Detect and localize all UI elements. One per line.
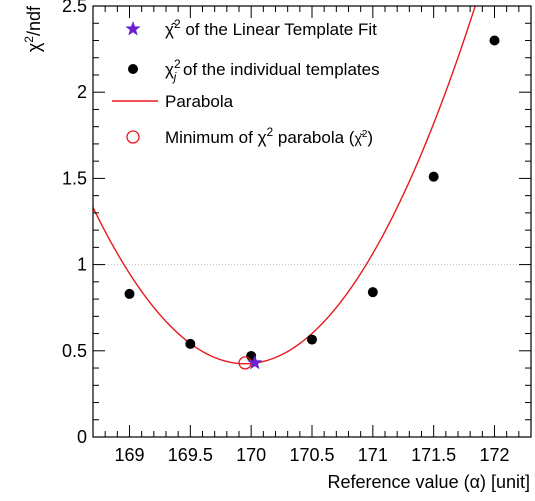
legend-entry-parabola: Parabola — [112, 92, 234, 111]
y-tick-label: 2 — [77, 82, 87, 102]
legend-open-circle-icon — [126, 130, 140, 144]
x-tick-label: 170.5 — [289, 445, 334, 465]
x-tick-label: 169.5 — [168, 445, 213, 465]
legend-dot-icon — [128, 64, 138, 74]
data-point — [185, 338, 196, 349]
x-tick-label: 171 — [358, 445, 388, 465]
axis-ticks — [92, 5, 532, 438]
legend-label-star: χ̂2 of the Linear Template Fit — [165, 17, 377, 39]
tick-labels: 169 169.5 170 170.5 171 171.5 172 0 0.5 1 1.5 2 2.5 — [62, 0, 510, 465]
x-tick-label: 170 — [236, 445, 266, 465]
data-point — [367, 287, 378, 298]
y-tick-label: 1 — [77, 255, 87, 275]
data-point — [124, 288, 135, 299]
legend: χ̂2 of the Linear Template Fit χ2 j of th… — [112, 17, 380, 147]
legend-entry-star: χ̂2 of the Linear Template Fit — [125, 17, 377, 39]
legend-entry-minimum: Minimum of χ2 parabola (χ̆2) — [126, 125, 373, 147]
y-tick-label: 1.5 — [62, 168, 87, 188]
legend-label-minimum: Minimum of χ2 parabola (χ̆2) — [165, 125, 373, 147]
legend-label-dots: χ2 j of the individual templates — [165, 57, 380, 84]
legend-star-icon — [125, 21, 141, 36]
legend-label-parabola: Parabola — [165, 92, 234, 111]
parabola-curve — [93, 6, 476, 365]
y-tick-label: 0.5 — [62, 341, 87, 361]
data-points — [124, 35, 500, 361]
y-tick-label: 0 — [77, 427, 87, 447]
data-point — [489, 35, 500, 46]
x-axis-title: Reference value (α) [unit] — [328, 472, 531, 492]
y-axis-title: χ2/ndf — [22, 5, 44, 52]
x-tick-label: 169 — [114, 445, 144, 465]
x-tick-label: 172 — [479, 445, 509, 465]
data-point — [428, 171, 439, 182]
data-point — [307, 334, 317, 345]
y-tick-label: 2.5 — [62, 0, 87, 16]
linear-template-fit-star-marker — [247, 354, 263, 370]
x-tick-label: 171.5 — [411, 445, 456, 465]
legend-entry-dots: χ2 j of the individual templates — [128, 57, 380, 84]
